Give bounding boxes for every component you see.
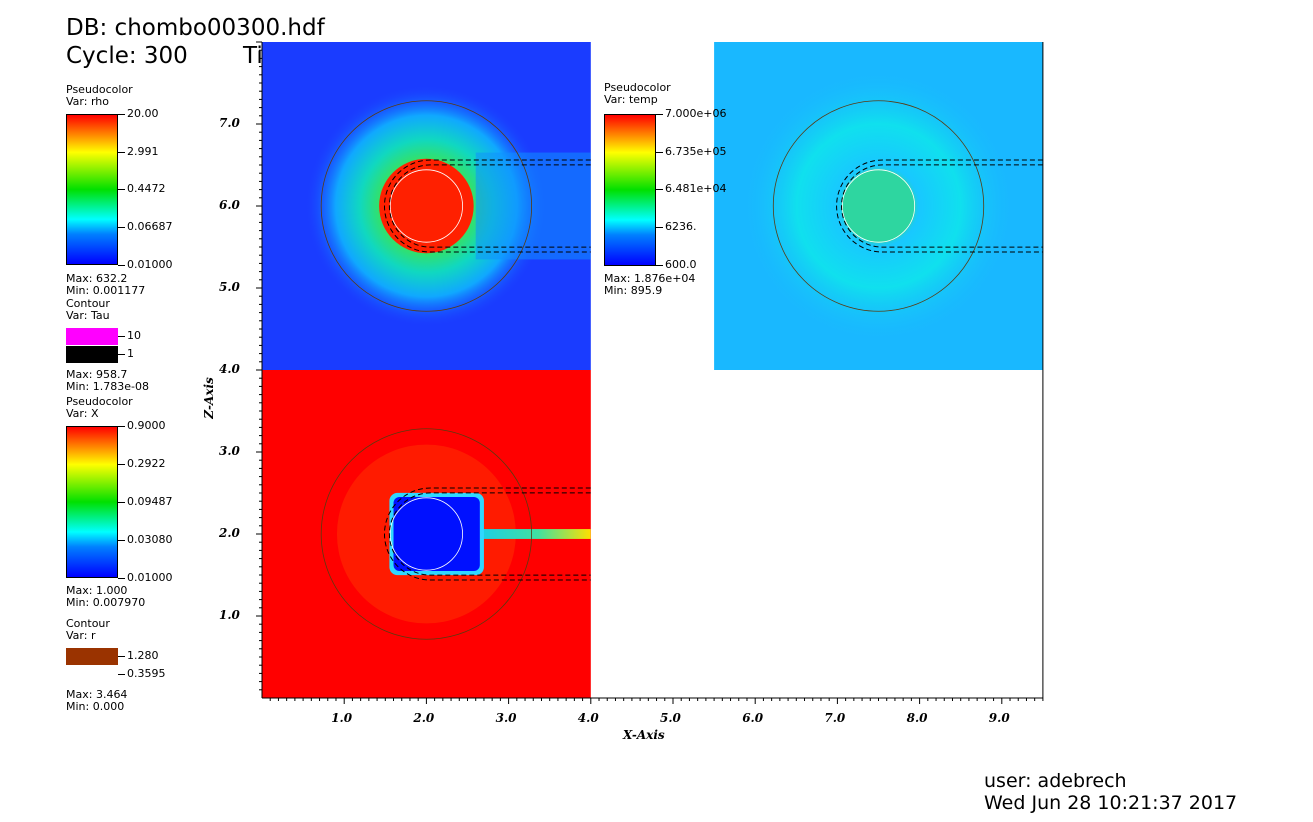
legend-temp-kind: Pseudocolor: [604, 81, 671, 94]
tau-swatch-1: [66, 346, 118, 363]
tracer-core: [393, 497, 480, 571]
colorbar-temp: [604, 114, 656, 266]
z-axis-title: Z-Axis: [201, 377, 216, 419]
legend-temp-max: Max: 1.876e+04: [604, 272, 696, 285]
legend-r-var: Var: r: [66, 629, 96, 642]
z-tick-label: 1.0: [219, 608, 240, 622]
contour-r-inner: [841, 169, 916, 243]
z-tick-label: 7.0: [219, 116, 240, 130]
temp-tick: 7.000e+06: [656, 108, 726, 120]
colorbar-rho: [66, 114, 118, 265]
legend-rho-max: Max: 632.2: [66, 272, 128, 285]
x-tick: 0.03080: [118, 534, 173, 546]
rho-tick: 0.4472: [118, 183, 166, 195]
db-title: DB: chombo00300.hdf: [66, 15, 325, 41]
contour-tau: [383, 487, 591, 581]
legend-x-min: Min: 0.007970: [66, 596, 146, 609]
x-tick: 0.9000: [118, 420, 166, 432]
x-tick: 0.09487: [118, 496, 173, 508]
x-tick-label: 6.0: [742, 711, 764, 725]
r-swatch-03595: [66, 666, 118, 683]
z-tick-label: 4.0: [219, 362, 240, 376]
rho-tick: 0.06687: [118, 221, 173, 233]
tau-level: 1: [118, 348, 134, 360]
z-tick-label: 3.0: [219, 444, 240, 458]
panel-temp: [714, 42, 1043, 370]
x-tick-label: 8.0: [906, 711, 928, 725]
contour-tau: [383, 159, 591, 253]
legend-tau-var: Var: Tau: [66, 309, 110, 322]
legend-x-kind: Pseudocolor: [66, 395, 133, 408]
colorbar-x: [66, 426, 118, 578]
x-tick: 0.2922: [118, 458, 166, 470]
z-tick-label: 5.0: [219, 280, 240, 294]
x-axis-title: X-Axis: [623, 728, 665, 742]
x-tick-label: 4.0: [577, 711, 599, 725]
x-tick-label: 5.0: [660, 711, 681, 725]
panel-X: [262, 370, 591, 698]
x-tick-label: 1.0: [331, 711, 353, 725]
legend-tau-min: Min: 1.783e-08: [66, 380, 149, 393]
tau-level: 10: [118, 330, 141, 342]
contour-r-outer: [320, 100, 533, 312]
legend-r-kind: Contour: [66, 617, 110, 630]
tau-swatch-10: [66, 328, 118, 345]
legend-temp-min: Min: 895.9: [604, 284, 663, 297]
legend-r-min: Min: 0.000: [66, 700, 125, 713]
temp-tick: 600.0: [656, 259, 697, 271]
rho-tick: 2.991: [118, 146, 159, 158]
cool-clump: [841, 169, 916, 243]
temp-tick: 6.481e+04: [656, 183, 726, 195]
contour-tau: [388, 492, 591, 576]
legend-tau-max: Max: 958.7: [66, 368, 128, 381]
panel-rho: [262, 42, 591, 370]
tracer-jet: [459, 529, 591, 539]
legend-tau-kind: Contour: [66, 297, 110, 310]
r-level: 0.3595: [118, 668, 166, 680]
timestamp-label: Wed Jun 28 10:21:37 2017: [984, 792, 1238, 814]
legend-x-max: Max: 1.000: [66, 584, 128, 597]
cycle-label: Cycle: 300: [66, 43, 188, 69]
legend-x-var: Var: X: [66, 407, 99, 420]
contour-r-inner: [389, 497, 463, 571]
rho-tick: 0.01000: [118, 259, 173, 271]
z-tick-label: 6.0: [219, 198, 240, 212]
legend-rho-var: Var: rho: [66, 95, 109, 108]
dense-clump: [379, 158, 474, 254]
legend-rho-kind: Pseudocolor: [66, 83, 133, 96]
r-swatch-1280: [66, 648, 118, 665]
wake: [475, 152, 591, 260]
contour-r-outer: [772, 100, 985, 312]
user-label: user: adebrech: [984, 770, 1127, 792]
r-level: 1.280: [118, 650, 159, 662]
contour-r-outer: [320, 428, 533, 640]
x-tick-label: 7.0: [824, 711, 846, 725]
z-tick-label: 2.0: [219, 526, 240, 540]
temp-tick: 6236.: [656, 221, 697, 233]
x-tick: 0.01000: [118, 572, 173, 584]
legend-temp-var: Var: temp: [604, 93, 658, 106]
x-tick-label: 2.0: [413, 711, 435, 725]
rho-tick: 20.00: [118, 108, 159, 120]
contour-r-inner: [389, 169, 463, 243]
legend-rho-min: Min: 0.001177: [66, 284, 146, 297]
contour-tau: [388, 164, 591, 248]
legend-r-max: Max: 3.464: [66, 688, 128, 701]
x-tick-label: 9.0: [988, 711, 1010, 725]
contour-tau: [841, 164, 1043, 248]
temp-tick: 6.735e+05: [656, 146, 726, 158]
x-tick-label: 3.0: [495, 711, 517, 725]
contour-tau: [836, 159, 1043, 253]
